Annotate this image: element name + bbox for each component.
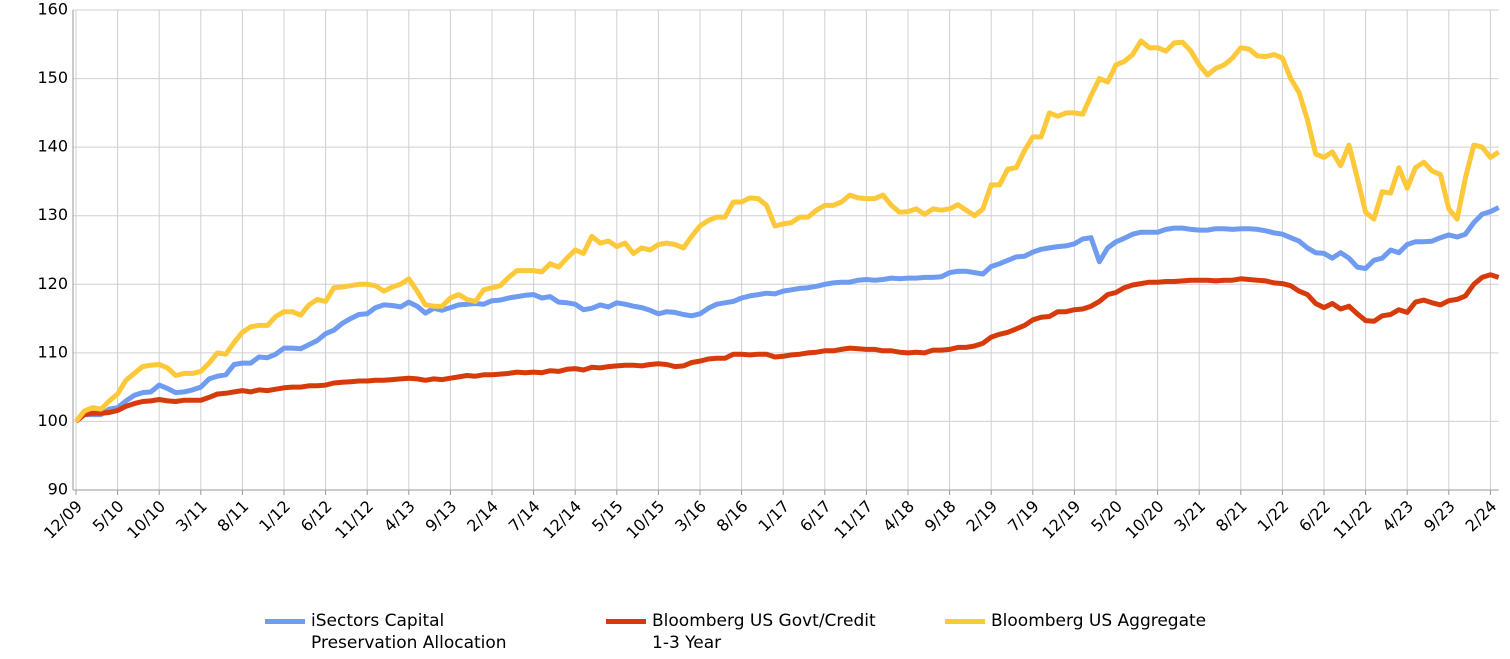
y-tick-label: 120: [37, 274, 68, 293]
x-tick-label: 3/16: [671, 497, 710, 536]
x-tick-label: 5/15: [588, 497, 627, 536]
x-tick-label: 12/14: [539, 497, 585, 543]
y-tick-label: 160: [37, 0, 68, 19]
x-tick-label: 2/19: [962, 497, 1001, 536]
series-line: [74, 272, 1500, 424]
x-tick-label: 3/21: [1170, 497, 1209, 536]
y-tick-label: 90: [48, 480, 68, 499]
x-tick-label: 8/21: [1212, 497, 1251, 536]
legend-item: iSectors Capital Preservation Allocation: [265, 610, 551, 654]
legend-label: Bloomberg US Govt/Credit 1-3 Year: [652, 611, 876, 653]
x-tick-label: 9/18: [921, 497, 960, 536]
legend-item: Bloomberg US Aggregate: [945, 610, 1231, 632]
x-tick-label: 5/20: [1087, 497, 1126, 536]
legend-label: Bloomberg US Aggregate: [991, 611, 1207, 631]
x-tick-label: 10/20: [1122, 497, 1168, 543]
y-tick-label: 100: [37, 411, 68, 430]
x-tick-label: 6/22: [1295, 497, 1334, 536]
x-tick-label: 9/23: [1420, 497, 1459, 536]
legend-label: iSectors Capital Preservation Allocation: [311, 611, 507, 653]
legend-item: Bloomberg US Govt/Credit 1-3 Year: [606, 610, 892, 654]
x-tick-label: 6/12: [297, 497, 336, 536]
x-tick-label: 1/17: [754, 497, 793, 536]
x-tick-label: 4/23: [1378, 497, 1417, 536]
x-tick-label: 6/17: [796, 497, 835, 536]
x-tick-label: 7/19: [1004, 497, 1043, 536]
legend-swatch: [265, 619, 305, 624]
x-tick-label: 8/11: [214, 497, 253, 536]
y-tick-label: 140: [37, 137, 68, 156]
x-tick-label: 11/22: [1330, 497, 1376, 543]
x-tick-label: 3/11: [172, 497, 211, 536]
x-tick-label: 4/18: [879, 497, 918, 536]
legend-swatch: [945, 619, 985, 624]
y-tick-label: 150: [37, 68, 68, 87]
series-line: [74, 205, 1500, 424]
x-tick-label: 1/12: [255, 497, 294, 536]
x-tick-label: 11/12: [331, 497, 377, 543]
x-tick-label: 9/13: [422, 497, 461, 536]
x-tick-label: 8/16: [713, 497, 752, 536]
x-tick-label: 10/10: [123, 497, 169, 543]
x-tick-label: 12/09: [40, 497, 86, 543]
series-line: [74, 38, 1501, 423]
x-tick-label: 12/19: [1038, 497, 1084, 543]
x-tick-label: 2/14: [463, 497, 502, 536]
legend-swatch: [606, 619, 646, 624]
y-tick-label: 110: [37, 342, 68, 361]
y-tick-label: 130: [37, 205, 68, 224]
x-tick-label: 2/24: [1462, 497, 1501, 536]
x-tick-label: 5/10: [89, 497, 128, 536]
x-tick-label: 4/13: [380, 497, 419, 536]
x-tick-label: 1/22: [1254, 497, 1293, 536]
x-tick-label: 11/17: [830, 497, 876, 543]
x-tick-label: 10/15: [622, 497, 668, 543]
x-tick-label: 7/14: [505, 497, 544, 536]
